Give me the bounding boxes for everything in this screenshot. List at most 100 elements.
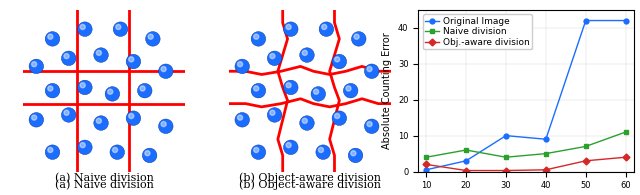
Circle shape: [351, 151, 356, 156]
Circle shape: [270, 54, 275, 59]
Circle shape: [80, 24, 85, 29]
Circle shape: [126, 54, 141, 69]
Circle shape: [48, 86, 53, 91]
Circle shape: [97, 50, 101, 55]
Circle shape: [80, 143, 85, 148]
Circle shape: [253, 147, 259, 152]
Circle shape: [354, 34, 359, 39]
Circle shape: [80, 83, 85, 88]
Circle shape: [64, 110, 69, 115]
Circle shape: [319, 22, 333, 36]
Circle shape: [300, 116, 314, 130]
Circle shape: [286, 83, 291, 88]
Circle shape: [48, 34, 53, 39]
Circle shape: [97, 118, 101, 123]
Circle shape: [367, 66, 372, 72]
Circle shape: [364, 119, 379, 134]
Original Image: [502, 135, 510, 137]
Circle shape: [77, 80, 92, 95]
Circle shape: [159, 64, 173, 79]
Obj.-aware division: [462, 169, 470, 172]
Circle shape: [237, 62, 243, 67]
Circle shape: [335, 113, 340, 119]
Circle shape: [335, 57, 340, 62]
Circle shape: [268, 108, 282, 122]
Circle shape: [284, 22, 298, 36]
Circle shape: [94, 116, 108, 130]
Circle shape: [48, 147, 53, 152]
Legend: Original Image, Naive division, Obj.-aware division: Original Image, Naive division, Obj.-awa…: [423, 14, 532, 49]
Circle shape: [105, 87, 120, 101]
Circle shape: [332, 54, 347, 69]
Circle shape: [344, 83, 358, 98]
Circle shape: [268, 51, 282, 66]
Circle shape: [45, 83, 60, 98]
Naive division: [582, 145, 589, 148]
Obj.-aware division: [542, 169, 550, 171]
Circle shape: [129, 113, 134, 119]
Y-axis label: Absolute Counting Error: Absolute Counting Error: [382, 32, 392, 149]
Original Image: [462, 160, 470, 162]
Line: Original Image: Original Image: [424, 18, 628, 172]
Circle shape: [251, 83, 266, 98]
Circle shape: [29, 59, 44, 74]
Circle shape: [251, 32, 266, 46]
Circle shape: [29, 113, 44, 127]
Circle shape: [31, 62, 36, 67]
Circle shape: [77, 140, 92, 155]
Text: (b) Object-aware division: (b) Object-aware division: [239, 173, 381, 183]
Circle shape: [64, 54, 69, 59]
Circle shape: [302, 118, 307, 123]
Circle shape: [286, 24, 291, 29]
Circle shape: [237, 115, 243, 120]
Circle shape: [45, 32, 60, 46]
Circle shape: [94, 48, 108, 62]
Circle shape: [140, 86, 145, 91]
Circle shape: [284, 80, 298, 95]
Naive division: [422, 156, 430, 158]
Circle shape: [113, 22, 128, 36]
Circle shape: [129, 57, 134, 62]
Circle shape: [311, 87, 326, 101]
Naive division: [542, 152, 550, 155]
Original Image: [542, 138, 550, 140]
Circle shape: [61, 108, 76, 122]
Naive division: [622, 131, 630, 133]
Naive division: [502, 156, 510, 158]
Obj.-aware division: [622, 156, 630, 158]
Circle shape: [251, 145, 266, 160]
Circle shape: [148, 34, 153, 39]
Obj.-aware division: [502, 169, 510, 172]
Line: Naive division: Naive division: [424, 130, 628, 160]
Title: (b) Object-aware division: (b) Object-aware division: [239, 179, 381, 190]
Circle shape: [116, 24, 121, 29]
Circle shape: [235, 113, 250, 127]
Circle shape: [364, 64, 379, 79]
Circle shape: [159, 119, 173, 134]
Circle shape: [108, 89, 113, 94]
Text: (a) Naive division: (a) Naive division: [55, 173, 154, 183]
Original Image: [622, 19, 630, 22]
Circle shape: [77, 22, 92, 36]
Circle shape: [316, 145, 330, 160]
Obj.-aware division: [582, 160, 589, 162]
Circle shape: [348, 148, 363, 163]
Circle shape: [161, 121, 166, 127]
Circle shape: [142, 148, 157, 163]
Naive division: [462, 149, 470, 151]
Circle shape: [286, 143, 291, 148]
Circle shape: [113, 147, 118, 152]
Circle shape: [270, 110, 275, 115]
Circle shape: [235, 59, 250, 74]
Circle shape: [253, 34, 259, 39]
Circle shape: [126, 111, 141, 125]
Circle shape: [110, 145, 125, 160]
Circle shape: [45, 145, 60, 160]
Circle shape: [314, 89, 319, 94]
Circle shape: [300, 48, 314, 62]
Circle shape: [302, 50, 307, 55]
Circle shape: [138, 83, 152, 98]
Original Image: [582, 19, 589, 22]
Circle shape: [253, 86, 259, 91]
Title: (a) Naive division: (a) Naive division: [55, 179, 154, 190]
